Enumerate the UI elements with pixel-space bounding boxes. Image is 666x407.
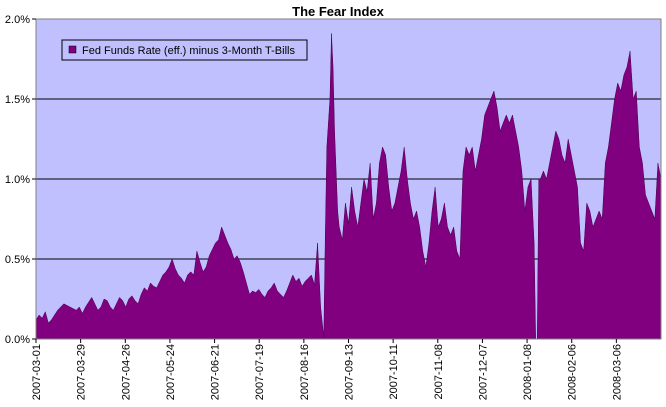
x-tick-label-5: 2007-07-19	[254, 344, 266, 400]
y-axis: 0.0% 0.5% 1.0% 1.5% 2.0%	[5, 14, 36, 346]
y-tick-label-0: 0.0%	[5, 334, 30, 346]
x-tick-label-4: 2007-06-21	[210, 344, 222, 400]
x-tick-label-2: 2007-04-26	[120, 344, 132, 400]
x-tick-label-10: 2007-12-07	[477, 344, 489, 400]
x-tick-label-1: 2007-03-29	[76, 344, 88, 400]
y-tick-label-4: 2.0%	[5, 14, 30, 26]
legend-label: Fed Funds Rate (eff.) minus 3-Month T-Bi…	[82, 45, 295, 57]
x-axis: 2007-03-01 2007-03-29 2007-04-26 2007-05-24…	[31, 339, 623, 400]
chart-title: The Fear Index	[292, 4, 385, 19]
legend-box	[61, 39, 308, 61]
legend-swatch	[68, 45, 77, 54]
series-area-fed-funds-minus-tbills	[35, 33, 662, 340]
x-tick-label-8: 2007-10-11	[388, 344, 400, 399]
y-tick-label-2: 1.0%	[5, 174, 30, 186]
x-tick-label-6: 2007-08-16	[299, 344, 311, 400]
x-tick-label-13: 2008-03-06	[611, 344, 623, 400]
y-tick-label-3: 1.5%	[5, 94, 30, 106]
x-tick-label-3: 2007-05-24	[165, 344, 177, 400]
x-tick-label-12: 2008-02-06	[567, 344, 579, 400]
y-tick-label-1: 0.5%	[5, 254, 30, 266]
x-tick-label-11: 2008-01-08	[522, 344, 534, 400]
x-tick-label-0: 2007-03-01	[31, 344, 43, 400]
x-tick-label-9: 2007-11-08	[433, 344, 445, 399]
legend: Fed Funds Rate (eff.) minus 3-Month T-Bi…	[61, 39, 308, 61]
x-tick-label-7: 2007-09-13	[344, 344, 356, 400]
